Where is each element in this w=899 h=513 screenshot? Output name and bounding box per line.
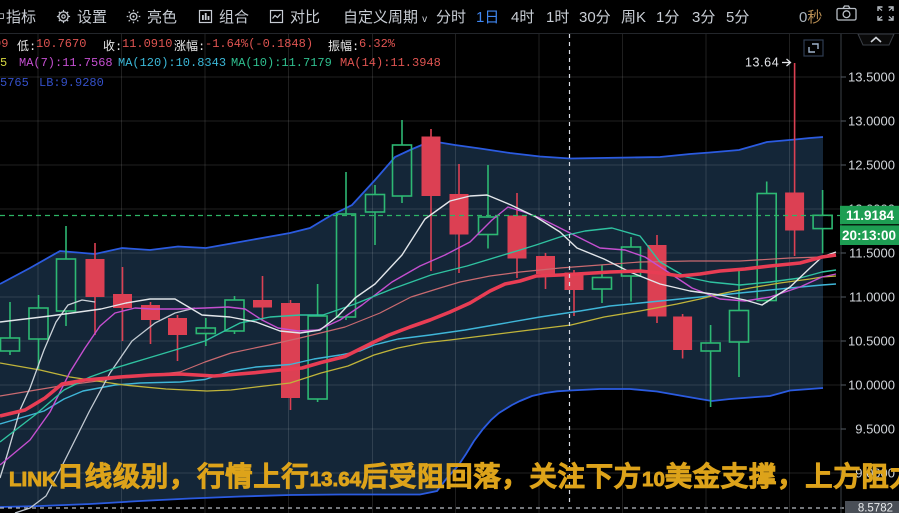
svg-text:10.0000: 10.0000 (848, 378, 895, 393)
svg-text:10.5000: 10.5000 (848, 334, 895, 349)
svg-text:13.5000: 13.5000 (848, 70, 895, 85)
svg-text:9.0000: 9.0000 (855, 466, 895, 481)
svg-text:9.5000: 9.5000 (855, 422, 895, 437)
svg-text:11.5000: 11.5000 (849, 246, 895, 261)
svg-text:13.0000: 13.0000 (848, 114, 895, 129)
svg-text:20:13:00: 20:13:00 (842, 228, 896, 243)
svg-text:13.64: 13.64 (745, 56, 779, 70)
svg-text:11.9184: 11.9184 (846, 208, 895, 223)
svg-text:12.5000: 12.5000 (848, 158, 895, 173)
svg-text:11.0000: 11.0000 (849, 290, 895, 305)
svg-text:8.5782: 8.5782 (858, 503, 893, 513)
